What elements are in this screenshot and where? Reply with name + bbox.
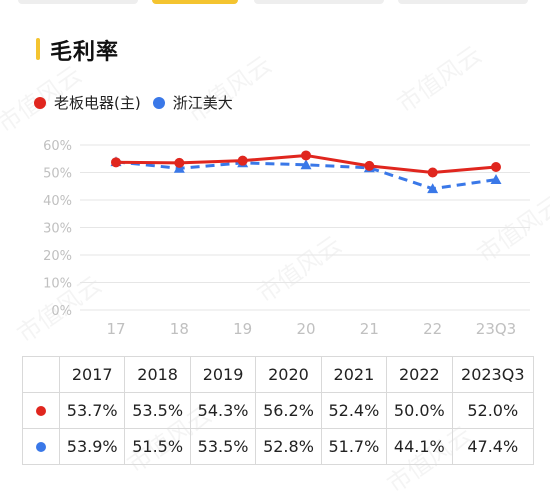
row-marker-cell [22,428,60,465]
series-point-circle [174,157,185,168]
page-title: 毛利率 [50,40,120,65]
legend-dot-red-icon [34,96,46,109]
table-cell: 52.0% [451,392,535,429]
table-header-cell: 2023Q3 [451,356,535,393]
top-tab-2[interactable] [152,0,238,4]
legend-label-series-1: 老板电器(主) [54,94,141,112]
top-tab-strip [0,0,550,8]
y-tick-label: 20% [43,249,72,264]
x-tick-label: 18 [170,320,189,338]
data-table: 2017 2018 2019 2020 2021 2022 2023Q3 53.… [22,356,535,465]
table-row: 53.7% 53.5% 54.3% 56.2% 52.4% 50.0% 52.0… [22,392,535,429]
legend-item-series-1: 老板电器(主) [34,92,141,113]
table-cell: 53.5% [124,392,191,429]
table-header-cell: 2020 [255,356,322,393]
series-point-circle [491,162,501,172]
table-header-row: 2017 2018 2019 2020 2021 2022 2023Q3 [22,356,535,393]
table-header-cell: 2018 [124,356,191,393]
table-cell: 51.5% [124,428,191,465]
series-point-circle [427,167,438,178]
series-point-circle [364,160,375,171]
y-tick-label: 30% [43,222,72,237]
x-tick-label: 23Q3 [476,320,516,338]
table-cell: 54.3% [189,392,257,429]
red-dot-icon [36,406,46,416]
table-cell: 53.7% [58,392,126,429]
y-tick-label: 0% [51,304,72,319]
table-cell: 44.1% [386,428,453,465]
table-cell: 52.8% [255,428,322,465]
y-tick-label: 60% [43,139,72,154]
table-header-cell: 2022 [386,356,453,393]
table-cell: 56.2% [255,392,322,429]
table-cell: 50.0% [386,392,453,429]
table-corner-cell [22,356,60,393]
table-header-cell: 2017 [58,356,126,393]
legend-dot-blue-icon [152,96,165,109]
blue-dot-icon [36,442,46,452]
y-tick-label: 50% [43,167,72,182]
table-cell: 53.9% [58,428,126,465]
chart-legend: 老板电器(主) 浙江美大 [34,92,245,113]
y-tick-label: 10% [43,277,72,292]
table-row: 53.9% 51.5% 53.5% 52.8% 51.7% 44.1% 47.4… [22,428,535,465]
table-cell: 47.4% [451,428,535,465]
x-tick-label: 17 [106,320,125,338]
series-point-triangle [490,174,502,185]
x-tick-label: 19 [233,320,252,338]
table-header-cell: 2021 [320,356,388,393]
y-tick-label: 40% [43,194,72,209]
x-tick-label: 22 [423,320,442,338]
legend-item-series-2: 浙江美大 [152,92,233,113]
x-tick-label: 21 [360,320,379,338]
row-marker-cell [22,392,60,429]
line-chart: 0% 10% 20% 30% 40% 50% 60% 17 18 19 20 21 22 23Q3 [43,139,530,338]
top-tab-1[interactable] [18,0,138,4]
table-cell: 52.4% [320,392,388,429]
series-point-triangle [427,183,439,194]
series-point-circle [237,155,248,166]
title-accent-bar [36,38,40,60]
table-cell: 53.5% [189,428,257,465]
table-header-cell: 2019 [189,356,257,393]
legend-label-series-2: 浙江美大 [172,94,233,112]
series-point-triangle [300,159,312,170]
series-point-circle [301,150,311,161]
series-point-circle [111,157,121,168]
table-cell: 51.7% [320,428,388,465]
x-tick-label: 20 [296,320,315,338]
top-tab-3[interactable] [254,0,384,4]
top-tab-4[interactable] [398,0,528,4]
